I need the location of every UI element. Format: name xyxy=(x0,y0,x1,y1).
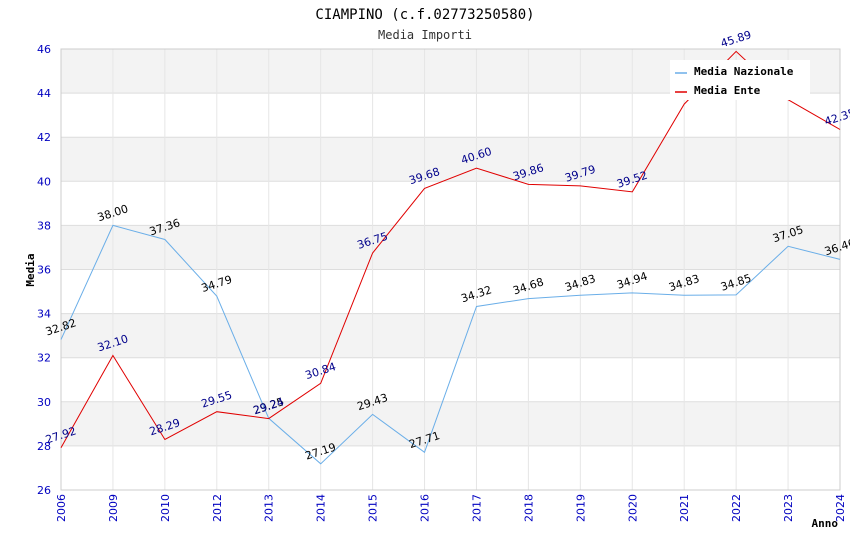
x-tick-label: 2013 xyxy=(263,494,276,522)
data-label: 45.89 xyxy=(719,28,753,50)
x-tick-label: 2010 xyxy=(159,494,172,522)
legend-box xyxy=(670,60,810,100)
x-tick-label: 2009 xyxy=(107,494,120,522)
plot-border xyxy=(60,48,841,491)
y-tick-label: 36 xyxy=(37,264,51,277)
y-tick-label: 26 xyxy=(37,484,51,497)
plot-band xyxy=(61,401,840,446)
y-tick-label: 32 xyxy=(37,352,51,365)
y-tick-label: 34 xyxy=(37,308,51,321)
series-line-media-nazionale xyxy=(60,224,841,465)
axis-ticks: 26 28 30 32 34 36 38 40 42 44 46 2006 2009 2010 2012 20… xyxy=(37,43,847,522)
legend: Media Nazionale Media Ente xyxy=(670,60,810,100)
legend-label-nazionale: Media Nazionale xyxy=(694,65,794,78)
x-tick-label: 2017 xyxy=(470,494,483,522)
y-axis-title: Media xyxy=(24,253,37,286)
plot-band xyxy=(61,225,840,270)
x-tick-label: 2014 xyxy=(315,494,328,522)
x-tick-label: 2006 xyxy=(55,494,68,522)
plot-band xyxy=(61,137,840,182)
grid-lines xyxy=(60,48,841,491)
x-tick-label: 2018 xyxy=(522,494,535,522)
x-tick-label: 2012 xyxy=(211,494,224,522)
x-tick-label: 2016 xyxy=(419,494,432,522)
plot-bands xyxy=(61,49,840,446)
y-tick-label: 38 xyxy=(37,219,51,232)
x-tick-label: 2020 xyxy=(626,494,639,522)
x-tick-label: 2024 xyxy=(834,494,847,522)
x-axis-title: Anno xyxy=(812,517,839,530)
chart-title: CIAMPINO (c.f.02773250580) xyxy=(315,7,534,23)
data-label: 42.35 xyxy=(823,106,850,128)
y-tick-label: 28 xyxy=(37,440,51,453)
y-tick-label: 44 xyxy=(37,87,51,100)
x-tick-label: 2021 xyxy=(678,494,691,522)
y-tick-label: 46 xyxy=(37,43,51,56)
x-tick-label: 2015 xyxy=(367,494,380,522)
y-tick-label: 30 xyxy=(37,396,51,409)
y-tick-label: 42 xyxy=(37,131,51,144)
y-tick-label: 40 xyxy=(37,175,51,188)
legend-label-ente: Media Ente xyxy=(694,84,761,97)
x-tick-label: 2019 xyxy=(574,494,587,522)
chart-subtitle: Media Importi xyxy=(378,28,472,42)
x-tick-label: 2023 xyxy=(782,494,795,522)
plot-band xyxy=(61,313,840,358)
x-tick-label: 2022 xyxy=(730,494,743,522)
